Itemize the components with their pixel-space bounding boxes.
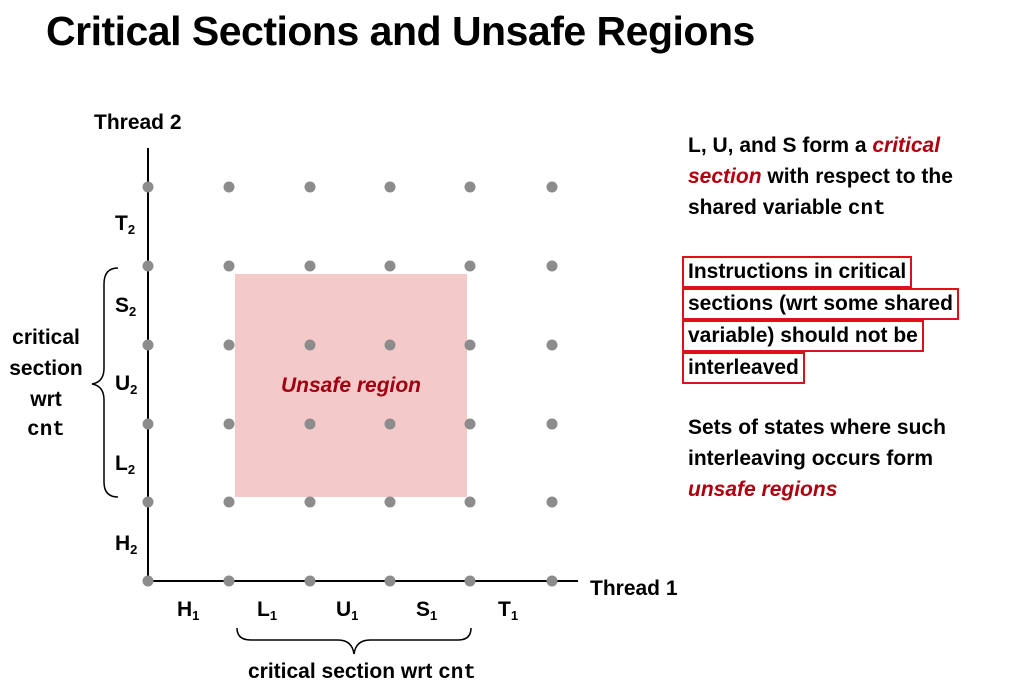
x-tick-t1: T1	[498, 598, 519, 623]
note-unsafe-regions: Sets of states where such interleaving o…	[688, 412, 946, 505]
state-dot	[464, 418, 476, 430]
side-caption-code: cnt	[27, 419, 65, 442]
boxed-line-4: interleaved	[682, 352, 805, 384]
state-dot	[384, 181, 396, 193]
state-dot	[142, 496, 154, 508]
bottom-caption-text: critical section wrt	[247, 660, 439, 683]
state-dot	[142, 575, 154, 587]
state-dot	[546, 575, 558, 587]
note-critical-section: L, U, and S form a critical section with…	[688, 134, 953, 221]
state-dot	[384, 575, 396, 587]
state-dot	[142, 339, 154, 351]
state-dot	[546, 339, 558, 351]
side-caption-line1: critical	[12, 326, 80, 349]
state-dot	[142, 260, 154, 272]
x-axis-label: Thread 1	[590, 577, 678, 600]
state-dot	[142, 418, 154, 430]
y-axis-label: Thread 2	[94, 111, 182, 134]
state-dot	[384, 339, 396, 351]
state-dot	[304, 339, 316, 351]
page-title: Critical Sections and Unsafe Regions	[46, 8, 755, 54]
state-grid	[142, 181, 558, 587]
boxed-line-2: sections (wrt some shared	[682, 288, 959, 320]
note-interleaving-rule: Instructions in critical sections (wrt s…	[682, 256, 959, 384]
state-dot	[546, 181, 558, 193]
y-tick-h2: H2	[115, 532, 138, 557]
note-code: cnt	[847, 198, 886, 221]
x-tick-l1: L1	[257, 598, 278, 623]
state-dot	[384, 418, 396, 430]
unsafe-region-label: Unsafe region	[280, 374, 422, 397]
critical-term: critical	[872, 134, 941, 157]
y-tick-u2: U2	[115, 372, 138, 397]
state-dot	[223, 339, 235, 351]
state-dot	[464, 339, 476, 351]
y-tick-t2: T2	[115, 212, 136, 237]
bottom-brace	[236, 627, 472, 655]
bottom-caption-code: cnt	[438, 662, 477, 685]
unsafe-regions-term: unsafe regions	[688, 478, 838, 501]
boxed-line-3: variable) should not be	[682, 320, 924, 352]
state-dot	[464, 496, 476, 508]
x-tick-u1: U1	[336, 598, 359, 623]
side-caption-line2: section	[9, 357, 83, 380]
state-dot	[223, 181, 235, 193]
state-dot	[304, 575, 316, 587]
state-dot	[546, 496, 558, 508]
state-dot	[546, 418, 558, 430]
state-dot	[223, 496, 235, 508]
bottom-caption: critical section wrt cnt	[214, 660, 510, 685]
state-dot	[464, 260, 476, 272]
y-tick-l2: L2	[115, 452, 136, 477]
state-dot	[304, 181, 316, 193]
state-dot	[223, 260, 235, 272]
state-dot	[546, 260, 558, 272]
state-dot	[223, 575, 235, 587]
state-dot	[384, 496, 396, 508]
left-brace	[91, 267, 119, 498]
state-dot	[384, 260, 396, 272]
x-tick-s1: S1	[416, 598, 438, 623]
side-caption-line3: wrt	[30, 388, 62, 411]
state-dot	[304, 496, 316, 508]
unsafe-region	[235, 274, 467, 497]
state-dot	[304, 260, 316, 272]
state-dot	[464, 181, 476, 193]
section-term: section	[688, 165, 762, 188]
state-dot	[464, 575, 476, 587]
boxed-line-1: Instructions in critical	[682, 256, 913, 288]
y-tick-s2: S2	[115, 294, 137, 319]
state-dot	[304, 418, 316, 430]
state-dot	[223, 418, 235, 430]
x-tick-h1: H1	[177, 598, 200, 623]
side-caption: critical section wrt cnt	[6, 322, 86, 446]
state-dot	[142, 181, 154, 193]
